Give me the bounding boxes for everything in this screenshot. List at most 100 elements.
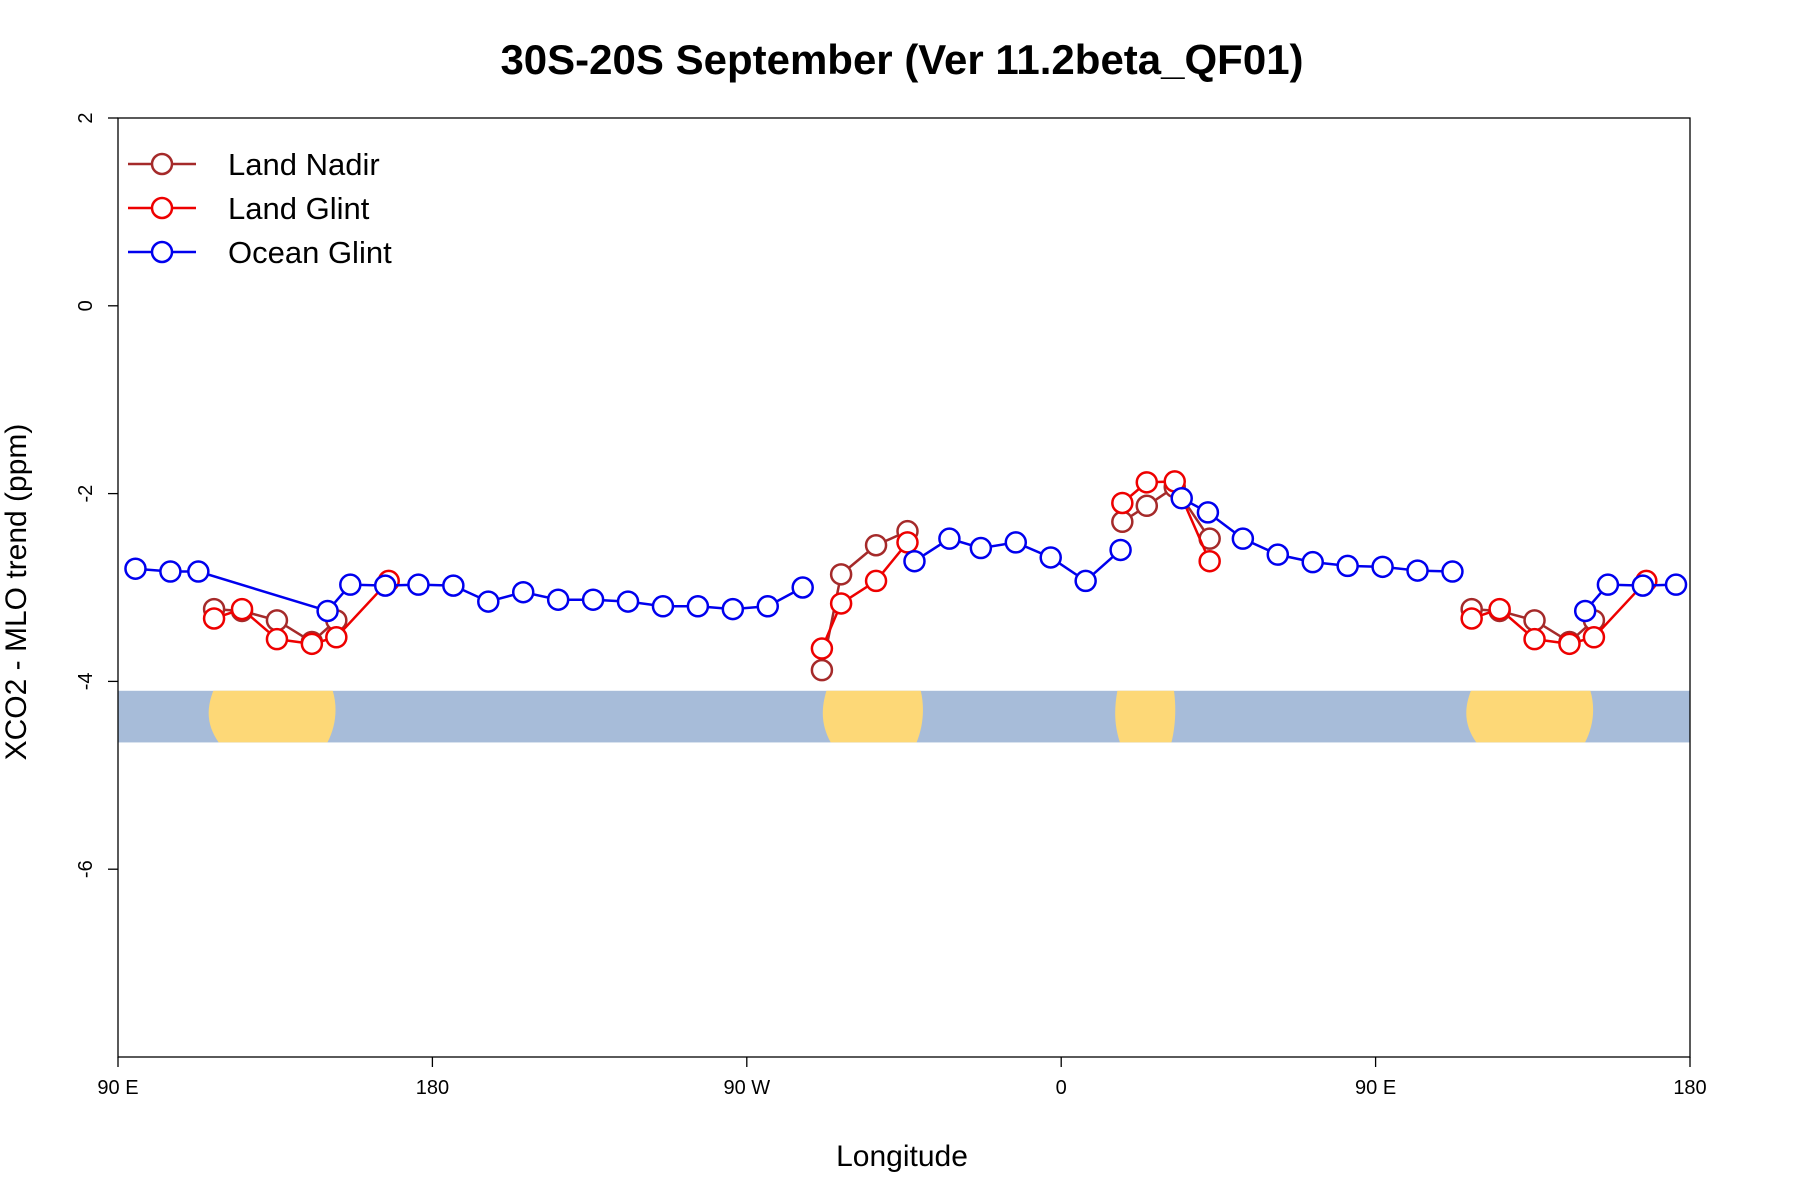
data-point <box>1664 573 1688 596</box>
data-point <box>546 588 570 611</box>
legend-marker <box>150 240 174 264</box>
legend-marker <box>150 152 174 176</box>
data-point <box>1196 501 1220 524</box>
data-point <box>810 637 834 660</box>
y-tick-label: 0 <box>75 300 97 311</box>
data-point <box>407 573 430 596</box>
data-point <box>1135 494 1159 518</box>
data-point <box>1198 549 1221 573</box>
world-map-strip <box>118 690 1690 743</box>
data-point <box>791 576 814 599</box>
legend: Land Nadir Land Glint Ocean Glint <box>128 147 392 270</box>
series-layer <box>124 470 1688 682</box>
data-point <box>1558 632 1581 656</box>
data-point <box>756 595 780 618</box>
data-point <box>810 658 834 682</box>
data-point <box>969 536 993 560</box>
data-point <box>1170 487 1193 510</box>
data-point <box>829 563 853 586</box>
x-tick-label: 180 <box>416 1077 449 1099</box>
x-axis-label: Longitude <box>836 1140 968 1173</box>
data-point <box>159 560 182 583</box>
data-point <box>124 557 147 580</box>
data-point <box>339 573 362 596</box>
series-line <box>1121 480 1211 562</box>
data-point <box>1109 538 1132 562</box>
data-point <box>616 590 640 613</box>
data-point <box>202 607 226 630</box>
data-point <box>1135 471 1159 494</box>
series-line <box>1121 485 1211 540</box>
data-point <box>896 531 919 554</box>
data-point <box>829 592 853 615</box>
data-point <box>373 574 397 597</box>
data-point <box>1301 550 1324 574</box>
y-tick-label: -2 <box>75 485 97 503</box>
data-point <box>1582 626 1606 649</box>
data-point <box>1441 560 1464 583</box>
data-point <box>864 569 888 593</box>
series-line <box>1584 583 1677 612</box>
data-point <box>651 595 675 618</box>
y-tick-label: -4 <box>75 673 97 691</box>
chart-title: 30S-20S September (Ver 11.2beta_QF01) <box>500 36 1303 83</box>
x-tick-label: 180 <box>1673 1077 1706 1099</box>
data-point <box>1371 555 1394 579</box>
legend-marker <box>150 196 174 220</box>
data-point <box>325 626 348 649</box>
data-point <box>477 590 500 613</box>
data-point <box>1111 491 1134 515</box>
legend-label: Land Glint <box>228 191 370 226</box>
data-point <box>230 597 254 621</box>
data-point <box>1231 527 1255 550</box>
data-point <box>1573 599 1597 623</box>
data-point <box>1596 573 1620 596</box>
data-point <box>721 597 745 621</box>
data-point <box>1266 543 1290 566</box>
data-point <box>1074 569 1097 593</box>
y-axis-label: XCO2 - MLO trend (ppm) <box>0 424 33 761</box>
data-point <box>1406 559 1429 582</box>
series-ocean-glint <box>124 487 1688 623</box>
y-tick-label: 2 <box>75 112 97 123</box>
data-point <box>1460 607 1483 630</box>
data-point <box>1631 574 1655 597</box>
x-tick-label: 90 E <box>1355 1077 1396 1099</box>
data-point <box>187 560 210 583</box>
data-point <box>686 595 710 618</box>
data-point <box>864 533 888 557</box>
x-tick-label: 90 E <box>97 1077 138 1099</box>
data-point <box>903 549 926 573</box>
data-point <box>1039 546 1062 569</box>
series-line <box>820 530 909 671</box>
series-line <box>820 541 909 650</box>
legend-label: Land Nadir <box>228 147 380 182</box>
data-point <box>265 609 289 632</box>
data-point <box>1523 609 1546 632</box>
data-point <box>1004 531 1028 554</box>
data-point <box>1488 597 1511 621</box>
data-point <box>511 580 535 604</box>
map-land-0 <box>208 690 336 743</box>
x-tick-label: 90 W <box>723 1077 770 1099</box>
axes: 90 E 180 90 W 0 90 E 180 2 0 -2 -4 -6 <box>75 112 1707 1099</box>
legend-label: Ocean Glint <box>228 235 392 270</box>
map-land-1 <box>822 690 923 743</box>
data-point <box>265 627 289 651</box>
data-point <box>300 632 324 656</box>
data-point <box>1336 554 1359 578</box>
series-land-glint <box>202 470 1658 660</box>
data-point <box>1111 510 1134 534</box>
y-tick-label: -6 <box>75 860 97 878</box>
map-land-3 <box>1466 690 1594 743</box>
data-point <box>316 599 339 623</box>
data-point <box>581 588 605 611</box>
data-point <box>938 527 961 550</box>
data-point <box>442 574 465 597</box>
map-land-2 <box>1115 690 1176 743</box>
plot-frame <box>117 117 1691 1058</box>
x-tick-label: 0 <box>1056 1077 1067 1099</box>
data-point <box>1523 627 1546 651</box>
